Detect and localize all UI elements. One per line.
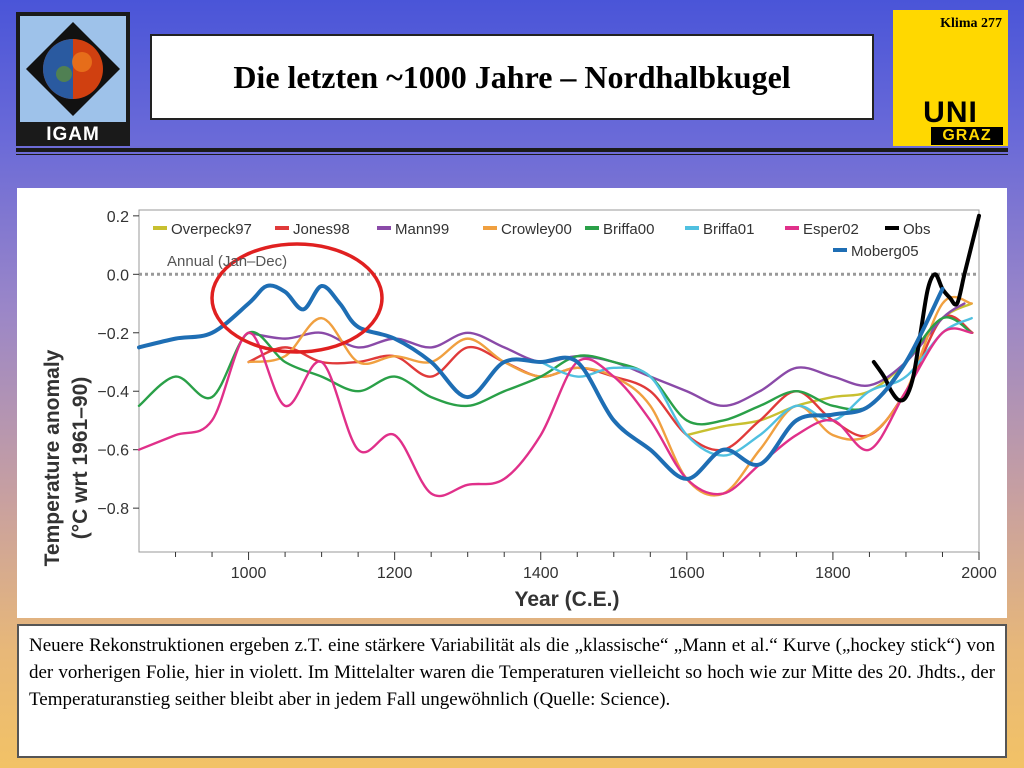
graz-logo-text: GRAZ bbox=[931, 127, 1003, 145]
legend-label-jones98: Jones98 bbox=[293, 221, 350, 238]
y-tick-label: −0.4 bbox=[97, 384, 129, 401]
y-tick-label: 0.0 bbox=[107, 267, 129, 284]
y-axis-label: Temperature anomaly bbox=[41, 349, 64, 566]
header-divider bbox=[16, 148, 1008, 152]
legend-label-overpeck97: Overpeck97 bbox=[171, 221, 252, 238]
x-tick-label: 1200 bbox=[377, 565, 413, 582]
earth-sun-icon bbox=[20, 16, 126, 122]
plot-frame bbox=[138, 209, 980, 553]
x-tick-label: 1400 bbox=[523, 565, 559, 582]
temperature-chart: 0.2 0.0 −0.2 −0.4 −0.6 −0.8 1000 1200 1400 1600 18… bbox=[41, 209, 997, 611]
igam-logo: IGAM bbox=[16, 12, 130, 146]
igam-logo-text: IGAM bbox=[46, 124, 100, 145]
series-line-moberg05 bbox=[137, 283, 945, 481]
legend-label-obs: Obs bbox=[903, 221, 931, 238]
legend-label-briffa01: Briffa01 bbox=[703, 221, 754, 238]
uni-graz-logo: Klima 277 UNI GRAZ bbox=[893, 10, 1008, 146]
legend-label-crowley00: Crowley00 bbox=[501, 221, 572, 238]
x-tick-label: 1000 bbox=[231, 565, 267, 582]
y-tick-label: −0.2 bbox=[97, 326, 129, 343]
slide-label: Klima 277 bbox=[940, 16, 1002, 31]
legend-label-briffa00: Briffa00 bbox=[603, 221, 654, 238]
header-divider-thin bbox=[16, 154, 1008, 155]
series-line-briffa01 bbox=[539, 316, 973, 457]
series-line-obs bbox=[871, 213, 981, 403]
y-tick-label: −0.6 bbox=[97, 443, 129, 460]
y-axis-label-units: (°C wrt 1961–90) bbox=[69, 377, 92, 539]
x-tick-label: 1600 bbox=[669, 565, 705, 582]
y-tick-label: 0.2 bbox=[107, 209, 129, 226]
legend-label-esper02: Esper02 bbox=[803, 221, 859, 238]
series-line-briffa00 bbox=[137, 316, 973, 426]
x-tick-label: 1800 bbox=[815, 565, 851, 582]
uni-logo-text: UNI bbox=[923, 96, 978, 129]
title-box: Die letzten ~1000 Jahre – Nordhalbkugel bbox=[150, 34, 874, 120]
caption-text: Neuere Rekonstruktionen ergeben z.T. ein… bbox=[17, 624, 1007, 758]
series-line-esper02 bbox=[137, 327, 973, 498]
legend-label-mann99: Mann99 bbox=[395, 221, 449, 238]
medieval-highlight-circle bbox=[210, 242, 384, 354]
page-title: Die letzten ~1000 Jahre – Nordhalbkugel bbox=[233, 58, 791, 95]
x-tick-label: 2000 bbox=[961, 565, 997, 582]
legend-label-moberg05: Moberg05 bbox=[851, 243, 919, 260]
y-tick-label: −0.8 bbox=[97, 501, 129, 518]
annual-annotation: Annual (Jan–Dec) bbox=[167, 253, 287, 270]
chart-panel: 0.2 0.0 −0.2 −0.4 −0.6 −0.8 1000 1200 1400 1600 18… bbox=[17, 188, 1007, 618]
x-axis-label: Year (C.E.) bbox=[514, 588, 619, 611]
